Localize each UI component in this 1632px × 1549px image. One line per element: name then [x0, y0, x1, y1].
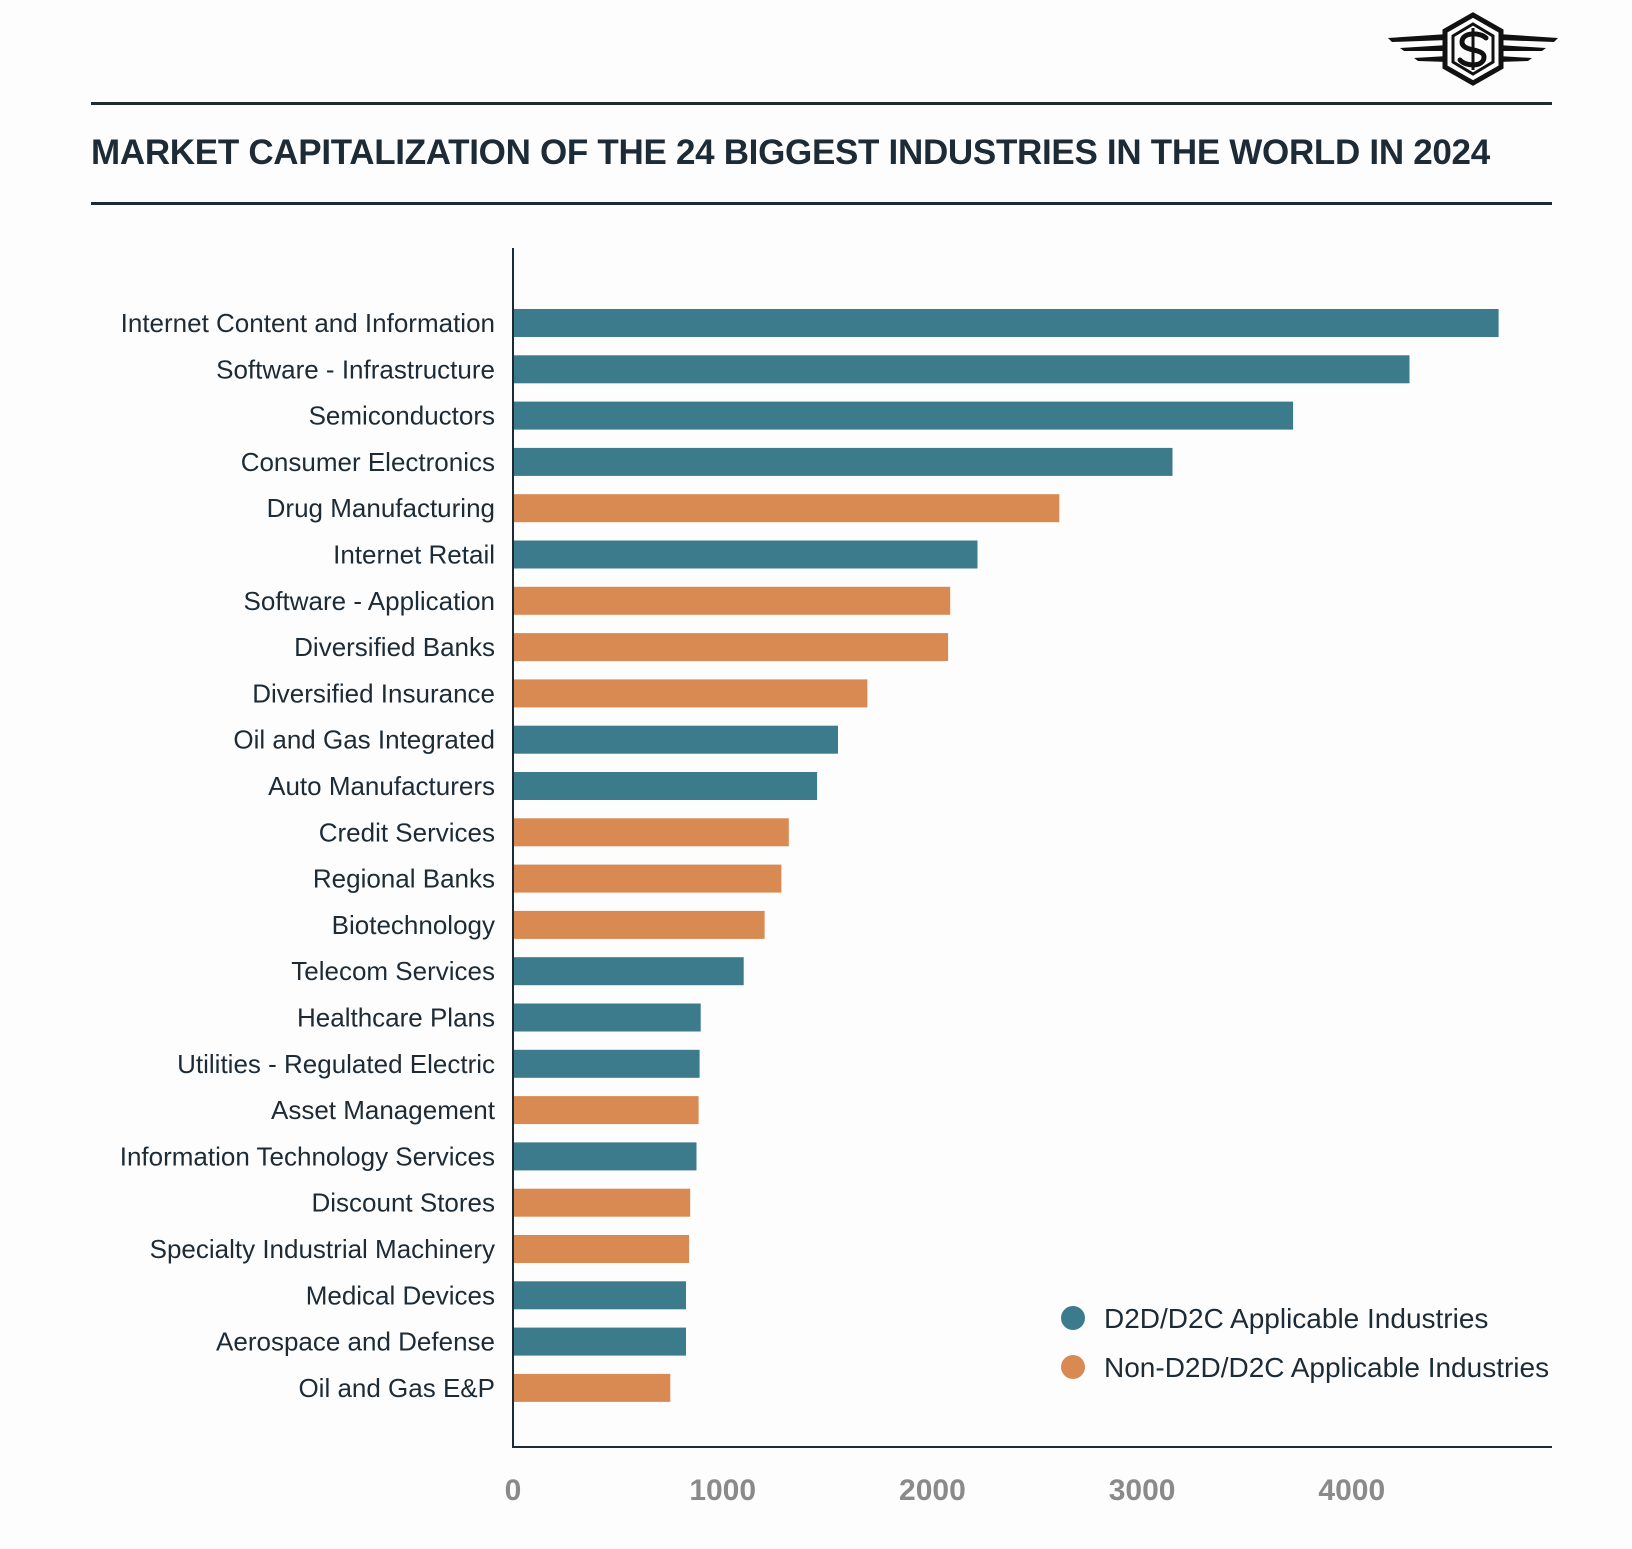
bar-biotechnology	[513, 910, 765, 939]
x-tick-label-3000: 3000	[1109, 1474, 1176, 1507]
bar-consumer-electronics	[513, 447, 1173, 476]
bar-regional-banks	[513, 864, 782, 893]
bar-software-infrastructure	[513, 355, 1410, 384]
category-label-regional-banks: Regional Banks	[313, 864, 495, 894]
bar-oil-and-gas-integrated	[513, 725, 838, 754]
title-bottom-rule	[91, 202, 1552, 205]
bar-information-technology-services	[513, 1142, 697, 1171]
category-label-diversified-insurance: Diversified Insurance	[252, 678, 495, 708]
bar-medical-devices	[513, 1281, 686, 1310]
bar-software-application	[513, 586, 951, 615]
bar-telecom-services	[513, 957, 744, 986]
bar-diversified-banks	[513, 633, 949, 662]
x-tick-labels-group: 0 1000 2000 3000 4000	[505, 1474, 1386, 1507]
bar-diversified-insurance	[513, 679, 868, 708]
bar-healthcare-plans	[513, 1003, 701, 1032]
category-label-information-technology-services: Information Technology Services	[120, 1141, 495, 1171]
bar-utilities-regulated-electric	[513, 1049, 700, 1078]
chart-title: MARKET CAPITALIZATION OF THE 24 BIGGEST …	[91, 133, 1490, 172]
winged-s-hexagon-logo-icon	[1388, 12, 1558, 86]
category-label-aerospace-and-defense: Aerospace and Defense	[216, 1327, 495, 1357]
category-label-software-application: Software - Application	[244, 586, 495, 616]
bar-specialty-industrial-machinery	[513, 1235, 690, 1263]
x-tick-label-2000: 2000	[899, 1474, 966, 1507]
category-label-diversified-banks: Diversified Banks	[294, 632, 495, 662]
category-label-telecom-services: Telecom Services	[291, 956, 495, 986]
bars-group	[513, 309, 1499, 1402]
legend-label-d2d: D2D/D2C Applicable Industries	[1104, 1303, 1488, 1334]
category-label-software-infrastructure: Software - Infrastructure	[216, 354, 495, 384]
category-label-asset-management: Asset Management	[271, 1095, 496, 1125]
bar-internet-content-and-information	[513, 309, 1499, 337]
legend-marker-non-d2d	[1061, 1355, 1085, 1379]
category-label-biotechnology: Biotechnology	[332, 910, 495, 940]
legend-label-non-d2d: Non-D2D/D2C Applicable Industries	[1104, 1352, 1549, 1383]
category-label-drug-manufacturing: Drug Manufacturing	[267, 493, 495, 523]
bar-semiconductors	[513, 401, 1294, 430]
category-label-credit-services: Credit Services	[319, 817, 495, 847]
category-labels-group: Internet Content and Information Software…	[120, 308, 496, 1403]
bar-internet-retail	[513, 540, 978, 569]
x-tick-label-4000: 4000	[1318, 1474, 1385, 1507]
category-label-discount-stores: Discount Stores	[311, 1188, 495, 1218]
title-top-rule	[91, 102, 1552, 105]
category-label-utilities-regulated-electric: Utilities - Regulated Electric	[177, 1049, 495, 1079]
category-label-oil-and-gas-eandp: Oil and Gas E&P	[298, 1373, 495, 1403]
x-tick-label-0: 0	[505, 1474, 522, 1507]
category-label-medical-devices: Medical Devices	[306, 1280, 495, 1310]
bar-auto-manufacturers	[513, 772, 818, 800]
bar-drug-manufacturing	[513, 494, 1060, 523]
legend-marker-d2d	[1061, 1306, 1085, 1330]
category-label-internet-content-and-information: Internet Content and Information	[121, 308, 495, 338]
bar-aerospace-and-defense	[513, 1327, 686, 1356]
category-label-auto-manufacturers: Auto Manufacturers	[268, 771, 495, 801]
category-label-consumer-electronics: Consumer Electronics	[241, 447, 495, 477]
category-label-oil-and-gas-integrated: Oil and Gas Integrated	[233, 725, 495, 755]
category-label-semiconductors: Semiconductors	[309, 401, 495, 431]
category-label-internet-retail: Internet Retail	[333, 540, 495, 570]
bar-asset-management	[513, 1096, 699, 1125]
category-label-healthcare-plans: Healthcare Plans	[297, 1003, 495, 1033]
bar-discount-stores	[513, 1188, 691, 1217]
category-label-specialty-industrial-machinery: Specialty Industrial Machinery	[150, 1234, 495, 1264]
legend: D2D/D2C Applicable Industries Non-D2D/D2C…	[1061, 1303, 1549, 1383]
bar-credit-services	[513, 818, 789, 847]
x-tick-label-1000: 1000	[689, 1474, 756, 1507]
bar-oil-and-gas-eandp	[513, 1373, 671, 1402]
